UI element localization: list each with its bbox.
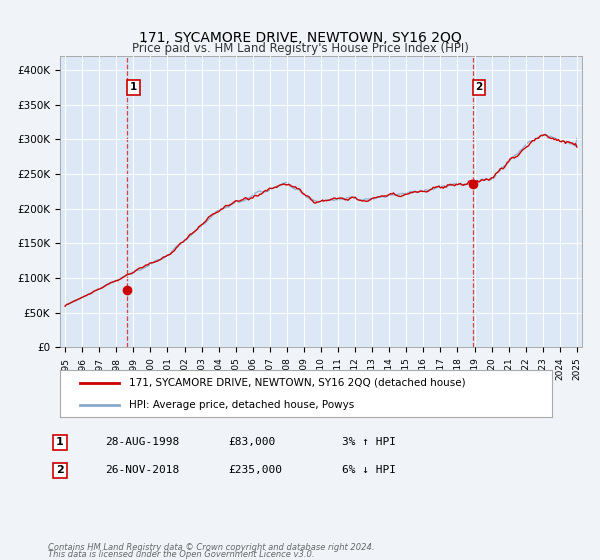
Text: 6% ↓ HPI: 6% ↓ HPI <box>342 465 396 475</box>
Text: HPI: Average price, detached house, Powys: HPI: Average price, detached house, Powy… <box>129 400 354 410</box>
Text: 26-NOV-2018: 26-NOV-2018 <box>105 465 179 475</box>
Text: This data is licensed under the Open Government Licence v3.0.: This data is licensed under the Open Gov… <box>48 550 314 559</box>
Text: 2: 2 <box>56 465 64 475</box>
Text: 3% ↑ HPI: 3% ↑ HPI <box>342 437 396 447</box>
Text: £83,000: £83,000 <box>228 437 275 447</box>
Text: 1: 1 <box>56 437 64 447</box>
Text: Price paid vs. HM Land Registry's House Price Index (HPI): Price paid vs. HM Land Registry's House … <box>131 42 469 55</box>
Text: 2: 2 <box>475 82 482 92</box>
Text: 171, SYCAMORE DRIVE, NEWTOWN, SY16 2QQ (detached house): 171, SYCAMORE DRIVE, NEWTOWN, SY16 2QQ (… <box>129 378 466 388</box>
Text: 28-AUG-1998: 28-AUG-1998 <box>105 437 179 447</box>
Text: 1: 1 <box>130 82 137 92</box>
Text: £235,000: £235,000 <box>228 465 282 475</box>
Text: Contains HM Land Registry data © Crown copyright and database right 2024.: Contains HM Land Registry data © Crown c… <box>48 543 374 552</box>
Text: 171, SYCAMORE DRIVE, NEWTOWN, SY16 2QQ: 171, SYCAMORE DRIVE, NEWTOWN, SY16 2QQ <box>139 31 461 45</box>
